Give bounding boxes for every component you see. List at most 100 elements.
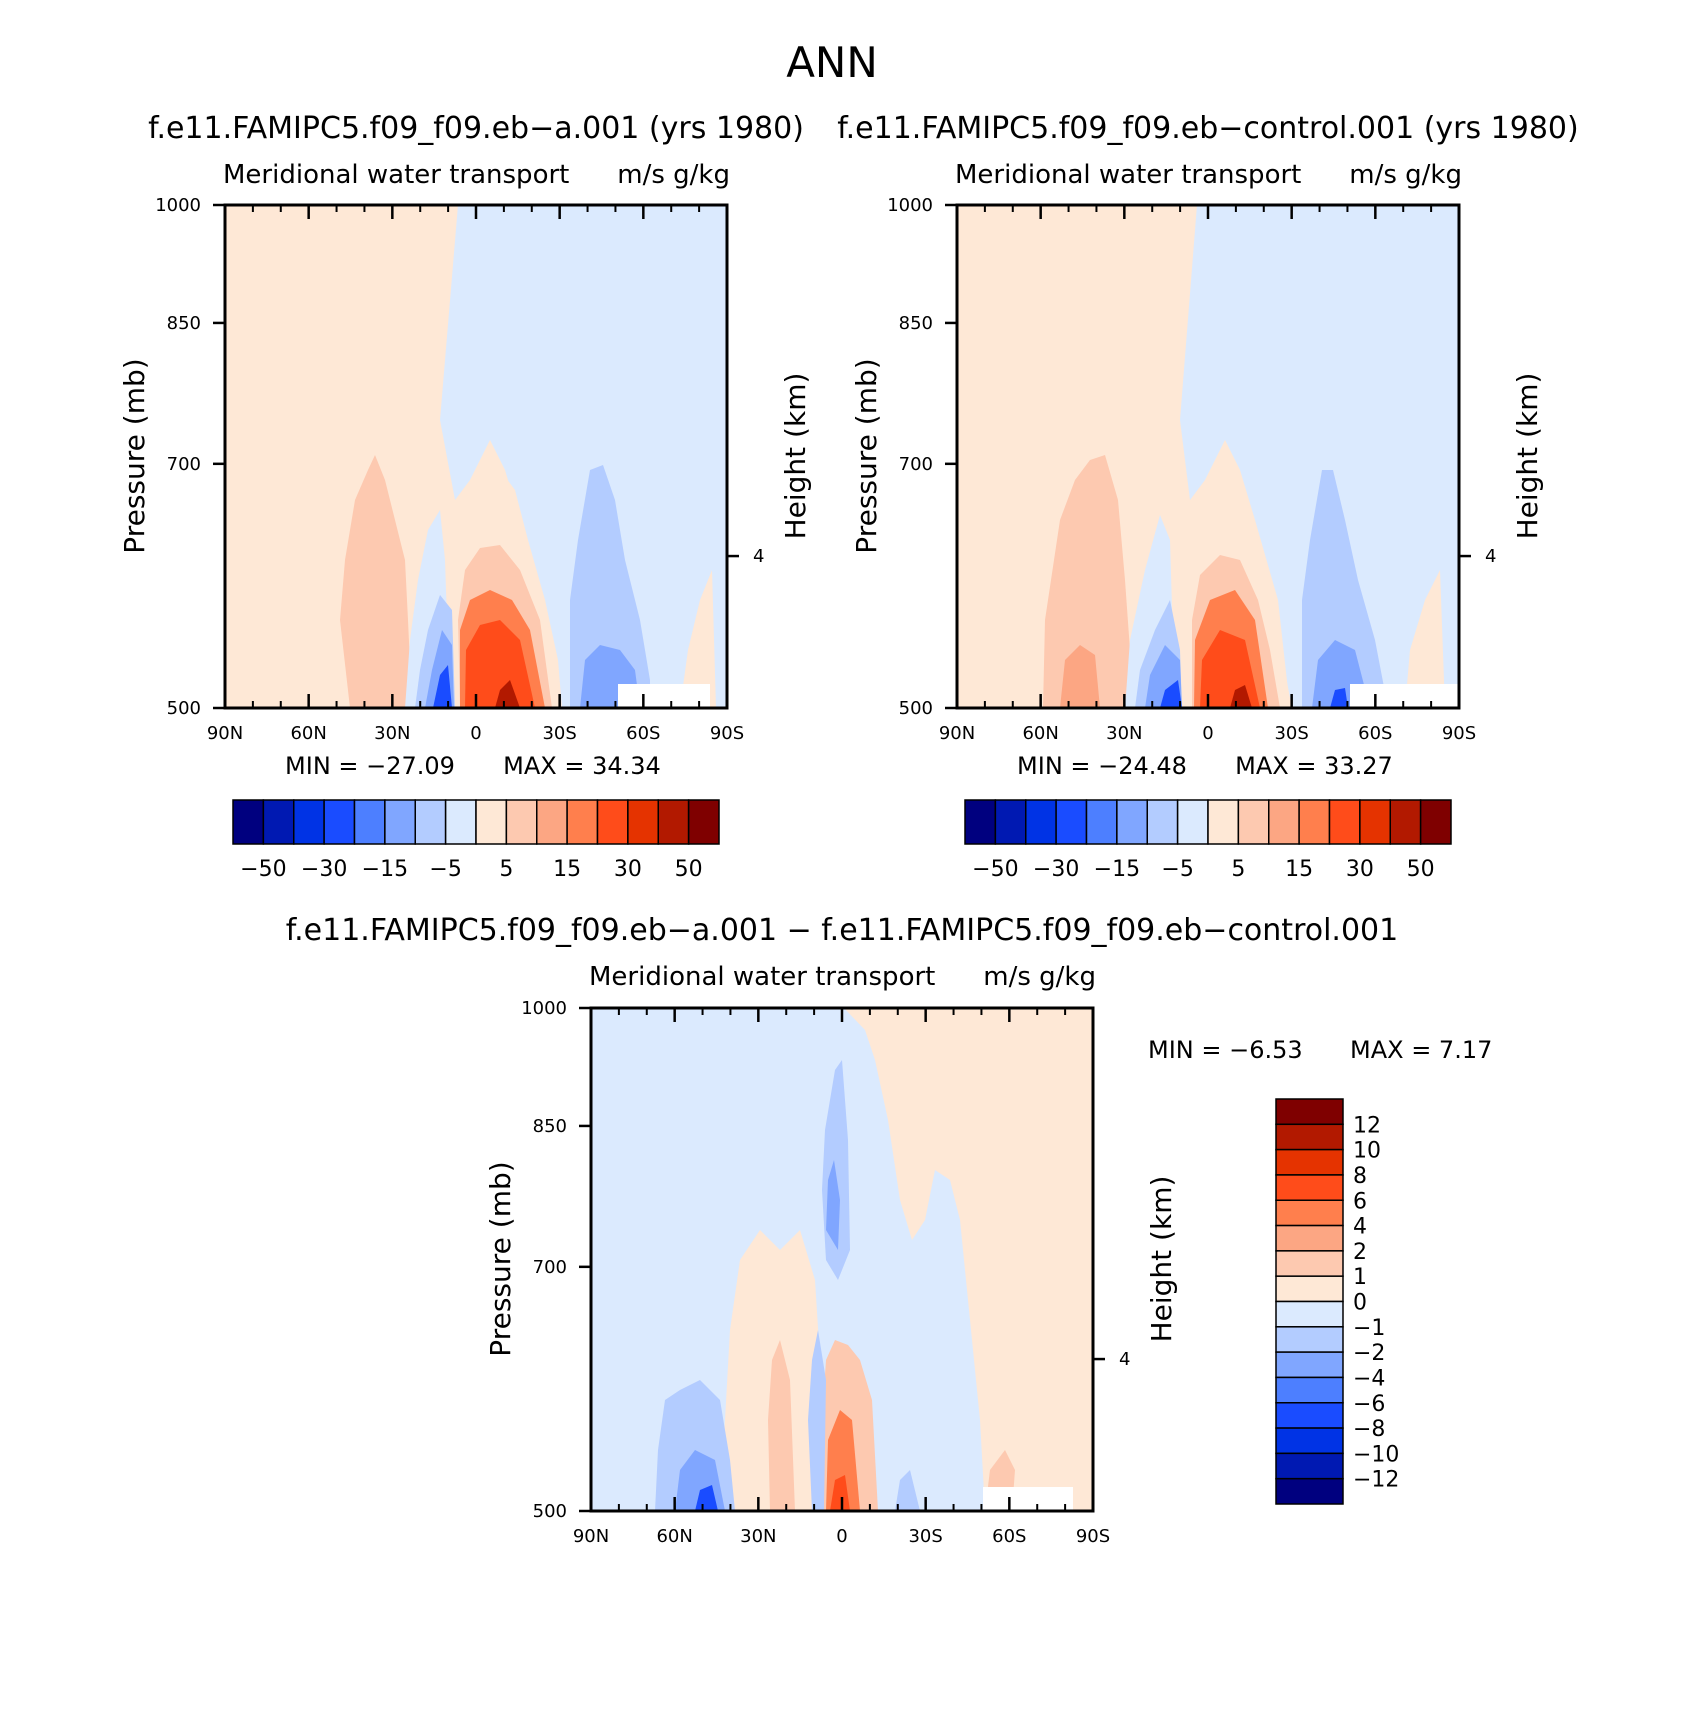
colorbar-label: −10 [1353, 1442, 1399, 1467]
right-tick-label: 4 [1485, 546, 1496, 567]
field-missing [618, 684, 710, 708]
x-tick-label: 30N [740, 1526, 776, 1547]
colorbar-box [414, 799, 447, 845]
colorbar-box [1275, 1300, 1344, 1328]
colorbar-box [687, 799, 720, 845]
colorbar-box [353, 799, 386, 845]
x-tick-label: 60N [290, 723, 326, 744]
colorbar-box [1389, 799, 1422, 845]
colorbar-label: 30 [1346, 857, 1374, 882]
x-tick-label: 90N [939, 723, 975, 744]
panel-diff-min: MIN = −6.53 [1148, 1036, 1303, 1064]
colorbar-label: −15 [1094, 857, 1140, 882]
panel-control-field [957, 205, 1459, 708]
x-tick-label: 90N [207, 723, 243, 744]
colorbar-box [1268, 799, 1300, 845]
panel-a-ylabel: Pressure (mb) [118, 358, 151, 553]
field-pos-1c [1405, 570, 1445, 708]
y-tick-label: 850 [533, 1116, 567, 1137]
colorbar-box [1275, 1250, 1344, 1277]
field-neg-6 [433, 665, 452, 708]
panel-diff-max: MAX = 7.17 [1350, 1036, 1492, 1064]
panel-control-variable: Meridional water transport [955, 160, 1301, 190]
panel-diff-ticks: 90N 60N 30N 0 30S 60S 90S 500 700 850 1000 4 [521, 998, 1130, 1547]
panel-control-ticks: 90N 60N 30N 0 30S 60S 90S 500 700 850 1000 4 [887, 195, 1496, 744]
colorbar-label: −5 [429, 857, 461, 882]
colorbar-label: 15 [553, 857, 581, 882]
panel-a-units: m/s g/kg [617, 160, 730, 190]
field-neg-3b [570, 465, 650, 708]
field-pos-5 [830, 1475, 850, 1511]
y-tick-label: 700 [533, 1257, 567, 1278]
field-pos-1 [844, 1008, 1093, 1511]
x-tick-label: 0 [836, 1526, 847, 1547]
y-tick-label: 500 [167, 698, 201, 719]
panel-diff-variable: Meridional water transport [589, 962, 935, 992]
colorbar-box [475, 799, 508, 845]
colorbar-box [293, 799, 325, 845]
x-tick-label: 60N [1022, 723, 1058, 744]
y-tick-label: 1000 [521, 998, 567, 1019]
colorbar-label: 5 [499, 857, 513, 882]
colorbar-box [964, 799, 997, 845]
panel-diff-ylabel-right: Height (km) [1145, 1176, 1178, 1343]
colorbar-box [994, 799, 1027, 845]
field-neg-4c [826, 1160, 840, 1250]
colorbar-box [505, 799, 538, 845]
panel-control-ylabel-right: Height (km) [1511, 373, 1544, 540]
colorbar-label: −30 [301, 857, 347, 882]
panel-a-variable: Meridional water transport [223, 160, 569, 190]
colorbar-box [1298, 799, 1331, 845]
colorbar-box [1275, 1402, 1344, 1429]
colorbar-box [1359, 799, 1391, 845]
panel-control-ylabel: Pressure (mb) [850, 358, 883, 553]
colorbar-label: 50 [1407, 857, 1435, 882]
panel-a-title: f.e11.FAMIPC5.f09_f09.eb−a.001 (yrs 1980… [148, 111, 804, 146]
x-tick-label: 30S [542, 723, 576, 744]
colorbar-label: −4 [1353, 1366, 1385, 1391]
colorbar-box [1275, 1174, 1344, 1201]
colorbar-box [1328, 799, 1361, 845]
colorbar-box [1275, 1427, 1344, 1455]
colorbar-box [1207, 799, 1240, 845]
colorbar-label: −8 [1353, 1417, 1385, 1442]
field-pos-3 [1060, 645, 1100, 708]
panel-diff-field [591, 1008, 1093, 1511]
colorbar-box [596, 799, 629, 845]
colorbar-box [1275, 1326, 1344, 1353]
colorbar-label: 50 [675, 857, 703, 882]
colorbar-label: −1 [1353, 1316, 1385, 1341]
colorbar-label: −12 [1353, 1468, 1399, 1493]
x-tick-label: 60S [626, 723, 660, 744]
colorbar-box [1275, 1351, 1344, 1379]
colorbar-box [1085, 799, 1118, 845]
colorbar-box [1146, 799, 1179, 845]
field-neg-3b [1302, 470, 1388, 708]
colorbar-label: 0 [1353, 1291, 1367, 1316]
colorbar-box [536, 799, 568, 845]
colorbar-label: −50 [972, 857, 1018, 882]
colorbar-box [627, 799, 659, 845]
colorbar-box [323, 799, 356, 845]
right-tick-label: 4 [1119, 1349, 1130, 1370]
field-pos-2 [1043, 455, 1130, 708]
colorbar-label: 15 [1285, 857, 1313, 882]
colorbar-label: 2 [1353, 1240, 1367, 1265]
colorbar-label: −30 [1033, 857, 1079, 882]
panel-control: f.e11.FAMIPC5.f09_f09.eb−control.001 (yr… [837, 111, 1578, 882]
panel-control-max: MAX = 33.27 [1235, 752, 1393, 780]
colorbar-box [1275, 1148, 1344, 1176]
colorbar-box [1237, 799, 1270, 845]
colorbar-box [262, 799, 295, 845]
panel-control-colorbar: −50 −30 −15 −5 5 15 30 50 [964, 799, 1452, 882]
panel-a-min: MIN = −27.09 [285, 752, 455, 780]
y-tick-label: 1000 [887, 195, 933, 216]
field-neg-3d [895, 1470, 920, 1511]
colorbar-label: 10 [1353, 1139, 1381, 1164]
panel-control-min: MIN = −24.48 [1017, 752, 1187, 780]
colorbar-box [1275, 1275, 1344, 1303]
field-neg-1 [440, 205, 727, 708]
panel-a-max: MAX = 34.34 [503, 752, 661, 780]
colorbar-box [1275, 1123, 1344, 1151]
